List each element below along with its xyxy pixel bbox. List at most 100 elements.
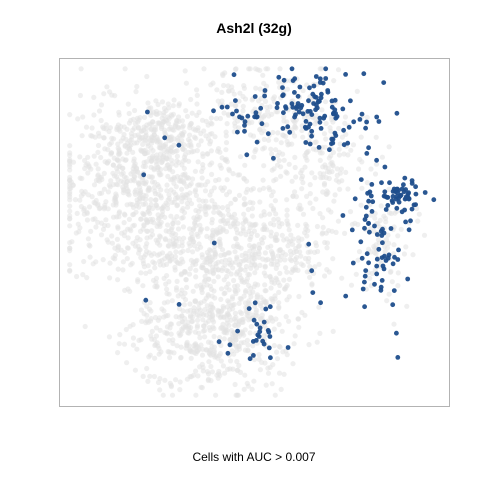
- background-cell-point: [290, 266, 296, 272]
- background-cell-point: [251, 223, 257, 229]
- background-cell-point: [248, 324, 254, 330]
- background-cell-point: [145, 100, 151, 106]
- highlighted-cell-point: [309, 128, 315, 134]
- background-cell-point: [130, 223, 136, 229]
- background-cell-point: [130, 177, 136, 183]
- background-cell-point: [410, 252, 416, 258]
- background-cell-point: [135, 119, 141, 125]
- background-cell-point: [304, 149, 310, 155]
- background-cell-point: [284, 170, 290, 176]
- highlighted-cell-point: [363, 125, 368, 131]
- background-cell-point: [227, 257, 233, 263]
- background-cell-point: [123, 183, 129, 189]
- background-cell-point: [395, 270, 401, 276]
- background-cell-point: [168, 187, 174, 193]
- background-cell-point: [144, 248, 150, 254]
- background-cell-point: [264, 104, 270, 110]
- background-cell-point: [197, 229, 203, 235]
- background-cell-point: [144, 365, 150, 372]
- background-cell-point: [283, 133, 289, 140]
- background-cell-point: [240, 225, 246, 231]
- highlighted-cell-point: [390, 194, 396, 199]
- background-cell-point: [283, 265, 289, 271]
- background-cell-point: [172, 196, 179, 202]
- background-cell-point: [123, 175, 129, 181]
- highlighted-cell-point: [242, 123, 247, 128]
- background-cell-point: [109, 135, 115, 141]
- background-cell-point: [323, 120, 329, 127]
- background-cell-point: [271, 326, 277, 332]
- background-cell-point: [142, 114, 148, 120]
- background-cell-point: [218, 358, 224, 364]
- background-cell-point: [168, 331, 174, 337]
- highlighted-cell-point: [350, 260, 356, 266]
- background-cell-point: [67, 152, 73, 158]
- background-cell-point: [159, 115, 165, 121]
- highlighted-cell-point: [394, 330, 399, 336]
- background-cell-point: [304, 223, 310, 229]
- background-cell-point: [140, 180, 146, 186]
- highlighted-cell-point: [245, 113, 251, 119]
- background-cell-point: [188, 355, 194, 361]
- background-cell-point: [257, 262, 263, 268]
- highlighted-cell-point: [399, 186, 405, 192]
- background-cell-point: [155, 252, 161, 258]
- background-cell-point: [261, 226, 267, 232]
- background-cell-point: [299, 127, 305, 134]
- background-cell-point: [215, 98, 221, 104]
- background-cell-point: [302, 230, 308, 236]
- background-cell-point: [305, 114, 312, 120]
- background-cell-point: [290, 361, 296, 367]
- background-cell-point: [300, 211, 307, 217]
- background-cell-point: [67, 178, 73, 184]
- background-cell-point: [167, 354, 173, 361]
- background-cell-point: [89, 125, 95, 131]
- background-cell-point: [359, 185, 365, 191]
- background-cell-point: [175, 124, 181, 130]
- background-cell-point: [171, 142, 177, 148]
- background-cell-point: [241, 279, 247, 285]
- background-cell-point: [269, 111, 275, 117]
- background-cell-point: [245, 206, 251, 213]
- background-cell-point: [333, 229, 339, 235]
- background-cell-point: [321, 131, 328, 137]
- background-cell-point: [187, 132, 193, 138]
- background-cell-point: [256, 352, 262, 358]
- background-cell-point: [212, 134, 218, 140]
- background-cell-point: [179, 271, 185, 277]
- highlighted-cell-point: [252, 94, 258, 99]
- background-cell-point: [153, 325, 159, 331]
- background-cell-point: [149, 232, 156, 238]
- highlighted-cell-point: [363, 268, 369, 273]
- background-cell-point: [91, 153, 97, 159]
- highlighted-cell-point: [329, 98, 335, 104]
- background-cell-point: [124, 150, 130, 156]
- highlighted-cell-point: [262, 88, 268, 93]
- background-cell-point: [92, 216, 98, 222]
- background-cell-point: [233, 318, 239, 324]
- highlighted-cell-point: [406, 227, 412, 233]
- background-cell-point: [165, 205, 171, 212]
- background-cell-point: [67, 208, 73, 214]
- background-cell-point: [270, 299, 276, 305]
- background-cell-point: [209, 171, 215, 177]
- background-cell-point: [206, 350, 212, 356]
- background-cell-point: [74, 273, 80, 280]
- background-cell-point: [207, 248, 214, 254]
- background-cell-point: [225, 250, 231, 256]
- background-cell-point: [135, 124, 142, 130]
- background-cell-point: [233, 314, 239, 320]
- background-cell-point: [179, 132, 185, 138]
- background-cell-point: [251, 243, 257, 250]
- highlighted-cell-point: [285, 345, 291, 350]
- highlighted-cell-point: [261, 319, 267, 325]
- background-cell-point: [105, 239, 111, 245]
- background-cell-point: [166, 195, 172, 201]
- background-cell-point: [187, 313, 194, 319]
- background-cell-point: [165, 173, 171, 179]
- background-cell-point: [182, 290, 188, 296]
- background-cell-point: [317, 330, 323, 336]
- background-cell-point: [183, 80, 189, 86]
- background-cell-point: [108, 150, 115, 156]
- background-cell-point: [279, 328, 285, 334]
